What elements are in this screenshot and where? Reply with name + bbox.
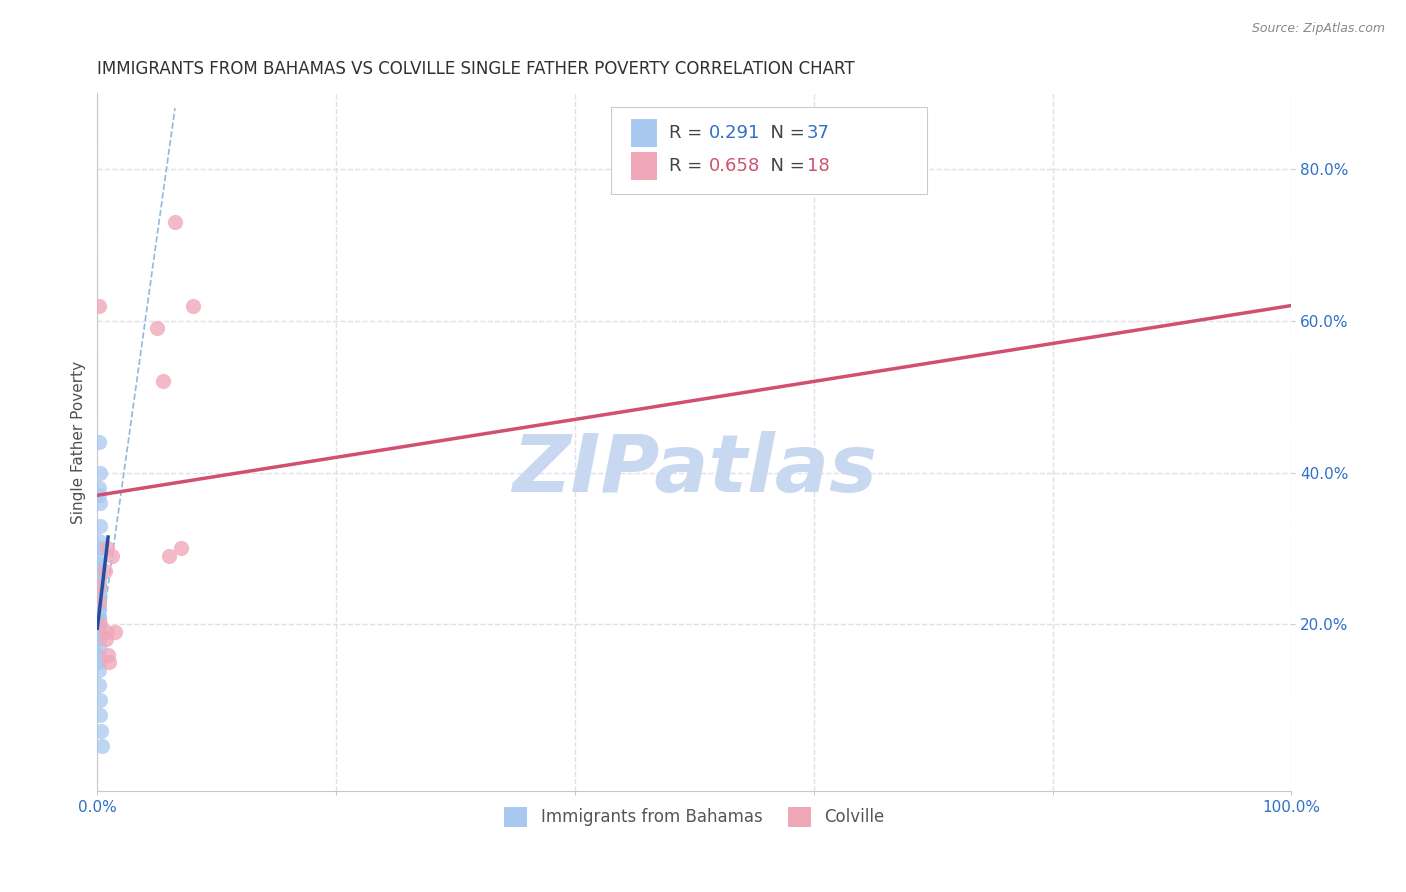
FancyBboxPatch shape <box>631 153 658 180</box>
FancyBboxPatch shape <box>631 119 658 147</box>
Point <box>89 693 111 707</box>
Text: N =: N = <box>759 157 810 176</box>
Point <box>87 587 110 601</box>
Point <box>87 655 110 669</box>
Point <box>87 435 110 450</box>
Point <box>100 549 122 563</box>
Text: R =: R = <box>669 124 709 142</box>
Point <box>87 579 110 593</box>
Point <box>89 466 111 480</box>
Text: 0.658: 0.658 <box>709 157 759 176</box>
Text: 18: 18 <box>807 157 830 176</box>
Point <box>87 587 110 601</box>
Point <box>87 602 110 616</box>
Point <box>87 624 110 639</box>
Point <box>170 541 193 556</box>
Point <box>97 648 120 662</box>
Point <box>87 632 110 647</box>
Point <box>91 739 114 753</box>
Point <box>87 602 110 616</box>
Point <box>104 624 127 639</box>
Text: ZIPatlas: ZIPatlas <box>512 431 877 509</box>
Point <box>87 299 110 313</box>
Point <box>87 481 110 495</box>
FancyBboxPatch shape <box>610 107 927 194</box>
Point <box>87 533 110 548</box>
Point <box>89 617 111 632</box>
Point <box>87 663 110 677</box>
Point <box>96 541 118 556</box>
Point <box>146 321 169 335</box>
Point <box>93 564 115 578</box>
Text: 37: 37 <box>807 124 830 142</box>
Point <box>157 549 180 563</box>
Point <box>163 215 186 229</box>
Point <box>152 375 174 389</box>
Point <box>87 617 110 632</box>
Point <box>94 632 117 647</box>
Point <box>87 617 110 632</box>
Text: R =: R = <box>669 157 709 176</box>
Point <box>87 678 110 692</box>
Point <box>87 564 110 578</box>
Text: IMMIGRANTS FROM BAHAMAS VS COLVILLE SINGLE FATHER POVERTY CORRELATION CHART: IMMIGRANTS FROM BAHAMAS VS COLVILLE SING… <box>97 60 855 78</box>
Point <box>89 708 111 723</box>
Legend: Immigrants from Bahamas, Colville: Immigrants from Bahamas, Colville <box>498 801 891 833</box>
Point <box>87 594 110 608</box>
Point <box>87 549 110 563</box>
Point <box>87 594 110 608</box>
Point <box>89 518 111 533</box>
Point <box>87 572 110 586</box>
Point <box>96 624 118 639</box>
Point <box>87 648 110 662</box>
Text: N =: N = <box>759 124 810 142</box>
Point <box>87 609 110 624</box>
Point <box>87 579 110 593</box>
Point <box>98 655 121 669</box>
Point <box>90 723 112 738</box>
Y-axis label: Single Father Poverty: Single Father Poverty <box>72 360 86 524</box>
Point <box>87 579 110 593</box>
Point <box>87 564 110 578</box>
Point <box>181 299 204 313</box>
Point <box>87 572 110 586</box>
Point <box>87 624 110 639</box>
Point <box>87 557 110 571</box>
Text: Source: ZipAtlas.com: Source: ZipAtlas.com <box>1251 22 1385 36</box>
Point <box>87 609 110 624</box>
Point <box>89 496 111 510</box>
Point <box>87 541 110 556</box>
Text: 0.291: 0.291 <box>709 124 761 142</box>
Point <box>87 640 110 654</box>
Point <box>87 488 110 502</box>
